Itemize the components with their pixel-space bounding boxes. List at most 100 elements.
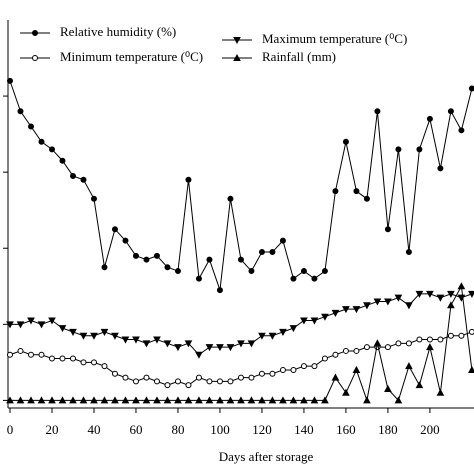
legend-label: Maximum temperature (⁰C) bbox=[262, 31, 407, 46]
data-point bbox=[373, 339, 382, 347]
data-point bbox=[226, 396, 235, 404]
data-point bbox=[121, 396, 130, 404]
data-point bbox=[279, 366, 286, 373]
data-point bbox=[16, 321, 25, 329]
x-tick-label: 0 bbox=[7, 422, 14, 437]
data-point bbox=[321, 268, 328, 275]
data-point bbox=[7, 351, 13, 358]
data-point bbox=[269, 370, 276, 377]
data-point bbox=[132, 396, 140, 404]
data-point bbox=[321, 355, 328, 362]
data-point bbox=[363, 195, 370, 202]
data-point bbox=[426, 115, 433, 122]
data-point bbox=[216, 344, 224, 352]
data-point bbox=[300, 363, 307, 370]
data-point bbox=[394, 396, 403, 404]
data-point bbox=[163, 340, 172, 348]
data-point bbox=[300, 396, 308, 404]
data-point bbox=[268, 396, 277, 404]
data-point bbox=[468, 290, 474, 298]
data-point bbox=[289, 396, 298, 404]
data-point bbox=[7, 77, 13, 84]
data-point bbox=[58, 396, 67, 404]
x-tick-label: 60 bbox=[129, 422, 142, 437]
data-point bbox=[394, 294, 403, 302]
data-point bbox=[311, 275, 318, 282]
data-point bbox=[258, 370, 265, 377]
x-tick-label: 120 bbox=[252, 422, 272, 437]
x-tick-label: 40 bbox=[87, 422, 100, 437]
data-point bbox=[132, 378, 139, 385]
data-point bbox=[38, 351, 45, 358]
data-point bbox=[174, 268, 181, 275]
x-tick-label: 20 bbox=[45, 422, 58, 437]
data-point bbox=[184, 340, 193, 348]
data-point bbox=[353, 347, 360, 354]
data-point bbox=[268, 332, 277, 340]
data-point bbox=[185, 382, 192, 389]
data-point bbox=[121, 336, 130, 344]
data-point bbox=[237, 256, 244, 263]
data-point bbox=[174, 396, 182, 404]
data-point bbox=[300, 268, 307, 275]
data-point bbox=[331, 373, 340, 381]
data-point bbox=[100, 328, 109, 336]
data-point bbox=[37, 321, 46, 329]
data-point bbox=[321, 396, 329, 404]
x-axis-title: Days after storage bbox=[219, 449, 314, 464]
data-point bbox=[227, 195, 234, 202]
data-point bbox=[142, 340, 151, 348]
data-point bbox=[332, 188, 339, 195]
data-point bbox=[90, 195, 97, 202]
data-point bbox=[132, 336, 140, 344]
data-point bbox=[195, 374, 202, 381]
data-point bbox=[468, 85, 474, 92]
data-point bbox=[468, 328, 474, 335]
data-point bbox=[458, 332, 465, 339]
data-point bbox=[48, 317, 56, 325]
data-point bbox=[101, 363, 108, 370]
data-point bbox=[269, 249, 276, 256]
data-point bbox=[352, 306, 361, 314]
data-point bbox=[48, 146, 55, 153]
data-point bbox=[290, 275, 297, 282]
data-point bbox=[384, 298, 392, 306]
data-point bbox=[363, 344, 370, 351]
data-point bbox=[205, 344, 214, 352]
x-tick-label: 180 bbox=[378, 422, 398, 437]
data-point bbox=[457, 282, 466, 290]
data-point bbox=[111, 332, 119, 340]
data-point bbox=[321, 313, 329, 321]
data-point bbox=[342, 306, 350, 314]
data-point bbox=[122, 237, 129, 244]
data-point bbox=[38, 138, 45, 145]
data-point bbox=[405, 249, 412, 256]
x-tick-label: 100 bbox=[210, 422, 230, 437]
data-point bbox=[395, 146, 402, 153]
data-point bbox=[342, 138, 349, 145]
x-tick-label: 200 bbox=[420, 422, 440, 437]
data-point bbox=[27, 351, 34, 358]
data-point bbox=[174, 344, 182, 352]
data-point bbox=[279, 396, 287, 404]
data-point bbox=[458, 127, 465, 134]
data-point bbox=[416, 146, 423, 153]
data-point bbox=[195, 275, 202, 282]
data-point bbox=[363, 302, 371, 310]
data-point bbox=[205, 396, 214, 404]
data-point bbox=[27, 396, 35, 404]
data-point bbox=[59, 157, 66, 164]
data-point bbox=[69, 396, 77, 404]
data-point bbox=[163, 396, 172, 404]
data-point bbox=[384, 226, 391, 233]
data-point bbox=[101, 264, 108, 271]
data-point bbox=[237, 340, 245, 348]
data-point bbox=[363, 396, 371, 404]
data-point bbox=[374, 108, 381, 115]
data-point bbox=[216, 378, 223, 385]
data-point bbox=[111, 396, 119, 404]
data-point bbox=[310, 396, 319, 404]
data-point bbox=[468, 365, 474, 373]
data-point bbox=[216, 287, 223, 294]
